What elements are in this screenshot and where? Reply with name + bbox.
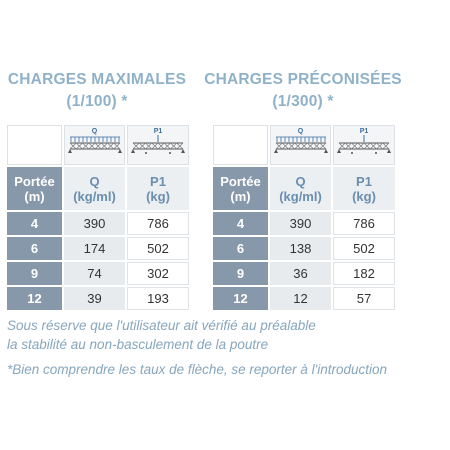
table-cell: 36 [270,262,331,285]
header-line: P1 [356,173,372,189]
table-cell: 193 [127,287,189,310]
icon-cell: P1 [127,125,189,165]
table-title: CHARGES PRÉCONISÉES [204,71,402,88]
table-cell: 786 [127,212,189,235]
table-cell: 9 [213,262,268,285]
blank-cell [7,125,62,165]
icon-cell: Q [64,125,125,165]
header-line: Portée [14,173,55,189]
table-cell: 4 [213,212,268,235]
blank-cell [213,125,268,165]
header-line: (kg/ml) [279,188,322,204]
header-line: (kg) [352,188,376,204]
header-line: (m) [230,188,251,204]
icon-cell: Q [270,125,331,165]
column-header: Q (kg/ml) [64,167,125,210]
icon-label: P1 [153,128,163,135]
column-header: P1 (kg) [333,167,395,210]
table-cell: 390 [270,212,331,235]
table-cell: 502 [127,237,189,260]
table-cell: 12 [7,287,62,310]
header-line: P1 [150,173,166,189]
column-header: Q (kg/ml) [270,167,331,210]
header-line: (kg) [146,188,170,204]
header-line: (m) [24,188,45,204]
table-cell: 302 [127,262,189,285]
table-cell: 39 [64,287,125,310]
beam-icon [337,135,391,154]
table-cell: 12 [270,287,331,310]
beam-icon [273,136,328,153]
beam-icon [67,136,122,153]
table-cell: 74 [64,262,125,285]
table-cell: 6 [213,237,268,260]
icon-cell: P1 [333,125,395,165]
note: Sous réserve que l'utilisateur ait vérif… [7,318,316,333]
table-title: CHARGES MAXIMALES [7,71,187,88]
table-cell: 9 [7,262,62,285]
column-header: Portée (m) [7,167,62,210]
header-line: Q [89,173,100,189]
header-line: Portée [220,173,261,189]
icon-label: Q [91,128,98,135]
table-cell: 390 [64,212,125,235]
icon-label: Q [297,128,304,135]
table-cell: 182 [333,262,395,285]
table-cell: 502 [333,237,395,260]
beam-icon [131,135,185,154]
icon-label: P1 [359,128,369,135]
table-cell: 138 [270,237,331,260]
table-subtitle: (1/300) * [272,93,334,110]
column-header: P1 (kg) [127,167,189,210]
column-header: Portée (m) [213,167,268,210]
table-cell: 786 [333,212,395,235]
table-cell: 174 [64,237,125,260]
table-cell: 4 [7,212,62,235]
table-cell: 57 [333,287,395,310]
table-subtitle: (1/100) * [66,93,128,110]
note: *Bien comprendre les taux de flèche, se … [7,362,388,377]
table-cell: 6 [7,237,62,260]
header-line: (kg/ml) [73,188,116,204]
header-line: Q [295,173,306,189]
note: la stabilité au non-basculement de la po… [7,337,269,352]
table-cell: 12 [213,287,268,310]
